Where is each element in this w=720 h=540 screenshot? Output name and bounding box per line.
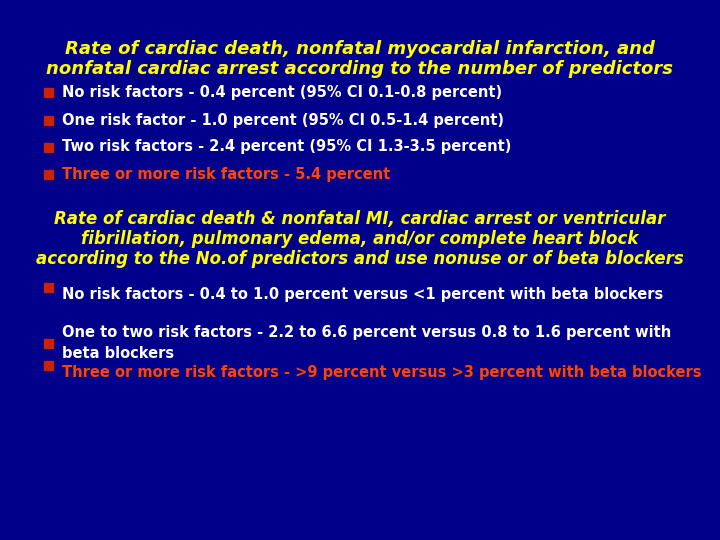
Text: Rate of cardiac death, nonfatal myocardial infarction, and: Rate of cardiac death, nonfatal myocardi… xyxy=(65,40,655,58)
FancyBboxPatch shape xyxy=(43,361,53,369)
FancyBboxPatch shape xyxy=(43,282,53,292)
Text: One risk factor - 1.0 percent (95% CI 0.5-1.4 percent): One risk factor - 1.0 percent (95% CI 0.… xyxy=(62,112,504,127)
FancyBboxPatch shape xyxy=(43,339,53,348)
FancyBboxPatch shape xyxy=(43,116,53,125)
FancyBboxPatch shape xyxy=(43,87,53,97)
Text: nonfatal cardiac arrest according to the number of predictors: nonfatal cardiac arrest according to the… xyxy=(47,60,673,78)
Text: fibrillation, pulmonary edema, and/or complete heart block: fibrillation, pulmonary edema, and/or co… xyxy=(81,230,639,248)
Text: Rate of cardiac death & nonfatal MI, cardiac arrest or ventricular: Rate of cardiac death & nonfatal MI, car… xyxy=(54,210,666,228)
Text: One to two risk factors - 2.2 to 6.6 percent versus 0.8 to 1.6 percent with
beta: One to two risk factors - 2.2 to 6.6 per… xyxy=(62,325,671,361)
Text: according to the No.of predictors and use nonuse or of beta blockers: according to the No.of predictors and us… xyxy=(36,250,684,268)
FancyBboxPatch shape xyxy=(43,170,53,179)
Text: Two risk factors - 2.4 percent (95% CI 1.3-3.5 percent): Two risk factors - 2.4 percent (95% CI 1… xyxy=(62,139,511,154)
Text: No risk factors - 0.4 to 1.0 percent versus <1 percent with beta blockers: No risk factors - 0.4 to 1.0 percent ver… xyxy=(62,287,663,302)
Text: Three or more risk factors - 5.4 percent: Three or more risk factors - 5.4 percent xyxy=(62,166,390,181)
FancyBboxPatch shape xyxy=(43,143,53,152)
Text: Three or more risk factors - >9 percent versus >3 percent with beta blockers: Three or more risk factors - >9 percent … xyxy=(62,365,701,380)
Text: No risk factors - 0.4 percent (95% CI 0.1-0.8 percent): No risk factors - 0.4 percent (95% CI 0.… xyxy=(62,84,502,99)
